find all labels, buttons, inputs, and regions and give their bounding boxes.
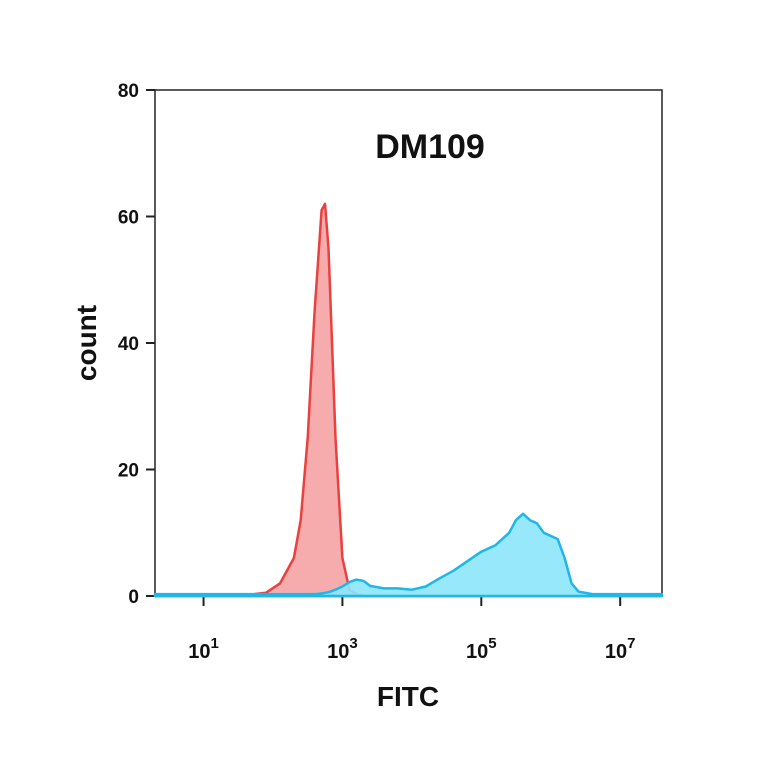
x-tick-base: 10 — [466, 641, 488, 663]
y-tick-label: 0 — [128, 587, 139, 608]
x-tick-base: 10 — [188, 641, 210, 663]
x-tick-label: 105 — [466, 635, 497, 663]
y-tick-label: 80 — [118, 81, 139, 102]
histogram-area — [153, 512, 664, 598]
x-tick-exp: 1 — [210, 635, 218, 652]
chart-title: DM109 — [375, 128, 485, 166]
y-tick-label: 40 — [118, 334, 139, 355]
x-tick-label: 103 — [327, 635, 358, 663]
x-tick-exp: 3 — [349, 635, 357, 652]
x-tick-exp: 7 — [627, 635, 635, 652]
x-tick-label: 101 — [188, 635, 219, 663]
x-tick-label: 107 — [605, 635, 636, 663]
x-axis-label: FITC — [377, 681, 439, 712]
histogram-area — [153, 202, 664, 598]
x-tick-base: 10 — [327, 641, 349, 663]
y-tick-label: 20 — [118, 461, 139, 482]
y-tick-label: 60 — [118, 208, 139, 229]
x-tick-exp: 5 — [488, 635, 496, 652]
y-axis-label: count — [71, 305, 102, 381]
x-tick-base: 10 — [605, 641, 627, 663]
